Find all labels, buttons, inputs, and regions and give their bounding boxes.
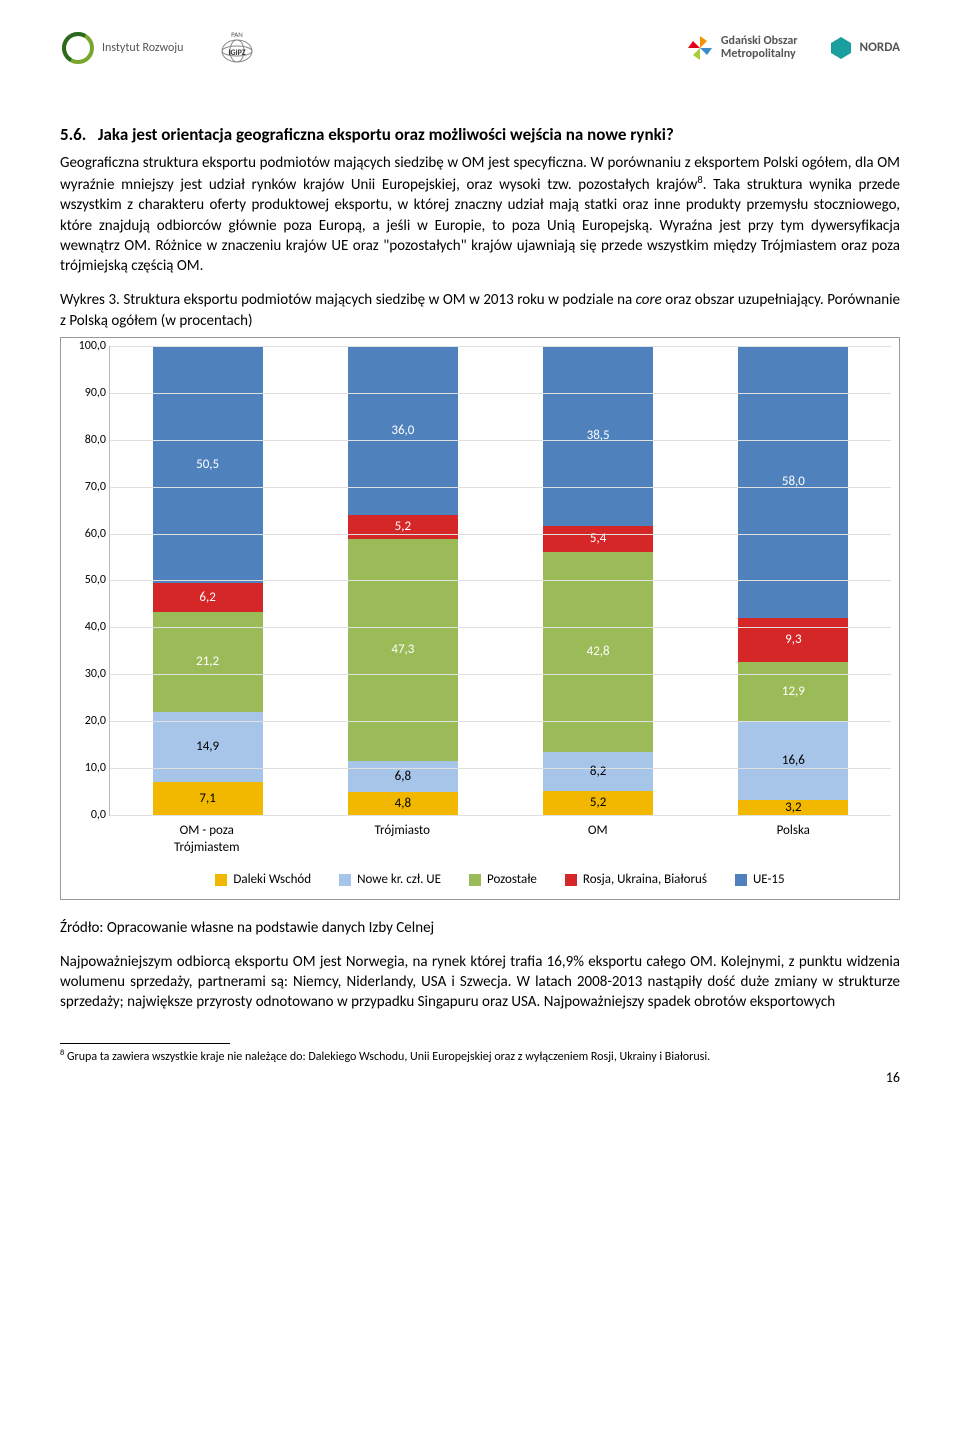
chart-gridline — [110, 580, 891, 581]
chart-legend: Daleki Wschód Nowe kr. czł. UE Pozostałe Ro… — [109, 867, 891, 895]
body-paragraph-1: Geograficzna struktura eksportu podmiotó… — [60, 153, 900, 277]
legend-swatch-icon — [565, 874, 577, 886]
chart-y-tick-label: 50,0 — [70, 572, 106, 588]
chart-bar-segment: 5,2 — [348, 515, 458, 539]
chart-x-tick-label: OM - poza Trójmiastem — [152, 822, 262, 857]
chart-x-tick-label: Trójmiasto — [347, 822, 457, 857]
chart-bar-segment: 5,2 — [543, 791, 653, 815]
chart-x-tick-label: Polska — [738, 822, 848, 857]
chart-gridline — [110, 487, 891, 488]
body-paragraph-2: Najpoważniejszym odbiorcą eksportu OM je… — [60, 952, 900, 1013]
chart-y-tick-label: 80,0 — [70, 432, 106, 448]
section-number: 5.6. — [60, 124, 86, 145]
logo-instytut: Instytut Rozwoju — [60, 30, 183, 66]
leaf-ring-icon — [60, 30, 96, 66]
chart-plot-area: 7,114,921,26,250,54,86,847,35,236,05,28,… — [109, 346, 891, 816]
legend-label: UE-15 — [753, 871, 785, 889]
section-heading: 5.6. Jaka jest orientacja geograficzna e… — [60, 124, 900, 147]
legend-swatch-icon — [735, 874, 747, 886]
chart-gridline — [110, 768, 891, 769]
logo-label: NORDA — [860, 39, 900, 57]
chart-bar-segment: 5,4 — [543, 526, 653, 551]
chart-gridline — [110, 534, 891, 535]
header-logos: Instytut Rozwoju PAN IGiPZ Gdański Obszar… — [60, 30, 900, 106]
legend-label: Daleki Wschód — [233, 871, 311, 889]
chart-bar-segment: 3,2 — [738, 800, 848, 815]
chart-container: 7,114,921,26,250,54,86,847,35,236,05,28,… — [60, 337, 900, 900]
chart-y-tick-label: 70,0 — [70, 479, 106, 495]
chart-y-tick-label: 60,0 — [70, 525, 106, 541]
chart-y-tick-label: 30,0 — [70, 666, 106, 682]
legend-label: Nowe kr. czł. UE — [357, 871, 441, 889]
logo-pan: PAN IGiPZ — [213, 31, 261, 65]
chart-bar-segment: 47,3 — [348, 539, 458, 761]
chart-bar-segment: 58,0 — [738, 346, 848, 618]
chart-x-tick-label: OM — [543, 822, 653, 857]
logo-norda: NORDA — [828, 35, 900, 61]
chart-y-tick-label: 0,0 — [70, 807, 106, 823]
chart-bar-segment: 8,2 — [543, 752, 653, 790]
logo-label: Instytut Rozwoju — [102, 40, 183, 56]
chart-bar-segment: 4,8 — [348, 792, 458, 814]
chart-gridline — [110, 440, 891, 441]
chart-gridline — [110, 393, 891, 394]
chart-y-tick-label: 90,0 — [70, 385, 106, 401]
chart-y-tick-label: 40,0 — [70, 619, 106, 635]
footnote-text: 8 Grupa ta zawiera wszystkie kraje nie n… — [60, 1048, 900, 1065]
chart-gridline — [110, 721, 891, 722]
chart-bar-segment: 9,3 — [738, 618, 848, 662]
chart-legend-item: Daleki Wschód — [215, 871, 311, 889]
chart-y-tick-label: 20,0 — [70, 713, 106, 729]
chart-y-tick-label: 10,0 — [70, 760, 106, 776]
chart-gridline — [110, 627, 891, 628]
chart-bar-segment: 6,8 — [348, 761, 458, 793]
legend-swatch-icon — [215, 874, 227, 886]
chart-bar-segment: 6,2 — [153, 583, 263, 612]
legend-label: Pozostałe — [487, 871, 537, 889]
chart-bar-segment: 14,9 — [153, 712, 263, 782]
chart-source: Źródło: Opracowanie własne na podstawie … — [60, 918, 900, 938]
chart-x-axis: OM - poza Trójmiastem Trójmiasto OM Polska — [109, 816, 891, 867]
chart-y-tick-label: 100,0 — [70, 338, 106, 354]
svg-text:IGiPZ: IGiPZ — [229, 48, 246, 58]
chart-bar-segment: 16,6 — [738, 722, 848, 800]
page-number: 16 — [60, 1069, 900, 1088]
chart-bar-segment: 36,0 — [348, 346, 458, 515]
legend-swatch-icon — [339, 874, 351, 886]
pinwheel-icon — [685, 33, 715, 63]
svg-text:PAN: PAN — [232, 31, 244, 39]
footnote-rule — [60, 1043, 230, 1044]
chart-legend-item: Pozostałe — [469, 871, 537, 889]
figure-caption: Wykres 3. Struktura eksportu podmiotów m… — [60, 290, 900, 331]
legend-swatch-icon — [469, 874, 481, 886]
logo-gom: Gdański ObszarMetropolitalny — [685, 33, 798, 63]
chart-bar-segment: 38,5 — [543, 346, 653, 526]
globe-icon: PAN IGiPZ — [213, 31, 261, 65]
chart-bar-segment: 7,1 — [153, 782, 263, 815]
chart-legend-item: Nowe kr. czł. UE — [339, 871, 441, 889]
logo-label: Gdański ObszarMetropolitalny — [721, 35, 798, 61]
chart-bar-segment: 50,5 — [153, 346, 263, 583]
hexagon-icon — [828, 35, 854, 61]
chart-gridline — [110, 815, 891, 816]
chart-legend-item: Rosja, Ukraina, Białoruś — [565, 871, 707, 889]
chart-bar-segment: 12,9 — [738, 662, 848, 723]
chart-gridline — [110, 674, 891, 675]
chart-gridline — [110, 346, 891, 347]
section-title: Jaka jest orientacja geograficzna ekspor… — [98, 124, 674, 145]
legend-label: Rosja, Ukraina, Białoruś — [583, 871, 707, 889]
chart-legend-item: UE-15 — [735, 871, 785, 889]
